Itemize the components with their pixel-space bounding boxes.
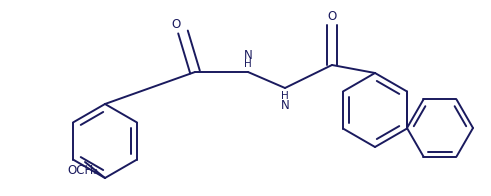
Text: H: H — [244, 59, 252, 69]
Text: N: N — [281, 99, 289, 112]
Text: O: O — [171, 18, 181, 31]
Text: N: N — [244, 49, 252, 62]
Text: OCH₃: OCH₃ — [67, 164, 99, 177]
Text: O: O — [327, 10, 337, 23]
Text: H: H — [281, 91, 289, 101]
